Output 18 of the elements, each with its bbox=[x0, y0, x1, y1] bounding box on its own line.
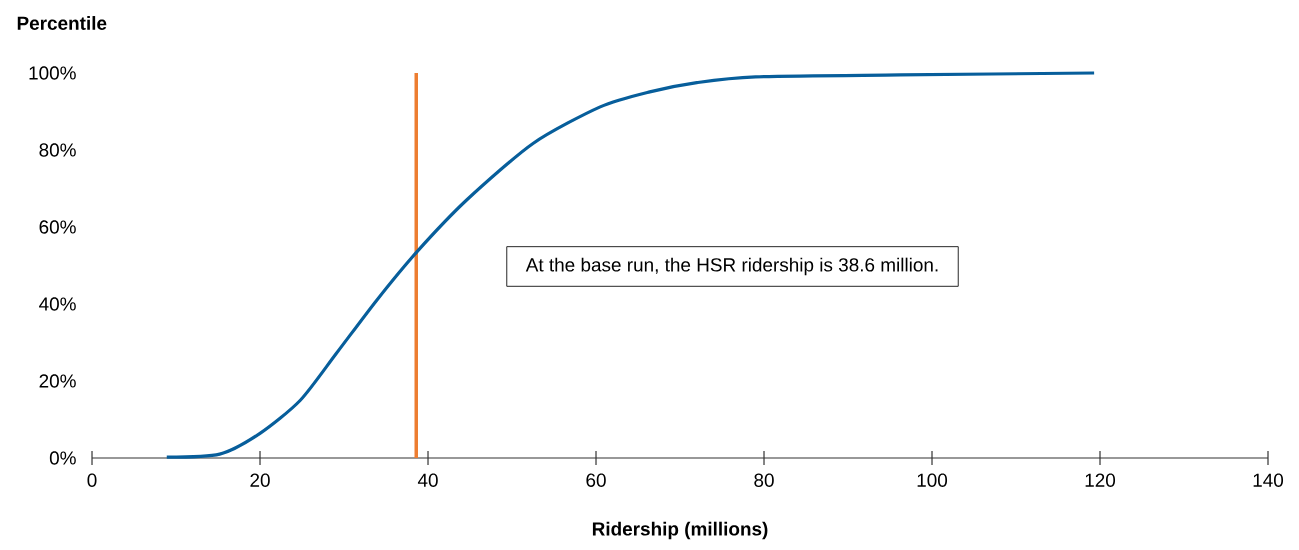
y-tick-label: 100% bbox=[29, 66, 76, 80]
x-tick-label: 60 bbox=[586, 473, 606, 487]
x-tick-label: 140 bbox=[1253, 473, 1284, 487]
x-tick-label: 100 bbox=[917, 473, 948, 487]
y-tick-label: 0% bbox=[49, 451, 76, 465]
x-tick-label: 20 bbox=[250, 473, 270, 487]
x-axis-title: Ridership (millions) bbox=[592, 521, 768, 540]
line-series bbox=[165, 71, 1096, 459]
y-tick-label: 40% bbox=[39, 297, 76, 311]
x-tick-label: 40 bbox=[417, 473, 438, 487]
annotation: At the base run, the HSR ridership is 38.6 million. bbox=[525, 257, 938, 276]
y-axis-title: Percentile bbox=[17, 16, 107, 30]
y-tick-label: 20% bbox=[39, 374, 76, 388]
y-tick-label: 60% bbox=[39, 220, 76, 234]
x-tick-label: 80 bbox=[754, 473, 774, 487]
y-tick-label: 80% bbox=[39, 143, 76, 157]
x-tick-label: 120 bbox=[1085, 473, 1116, 487]
x-tick-label: 0 bbox=[87, 473, 97, 487]
